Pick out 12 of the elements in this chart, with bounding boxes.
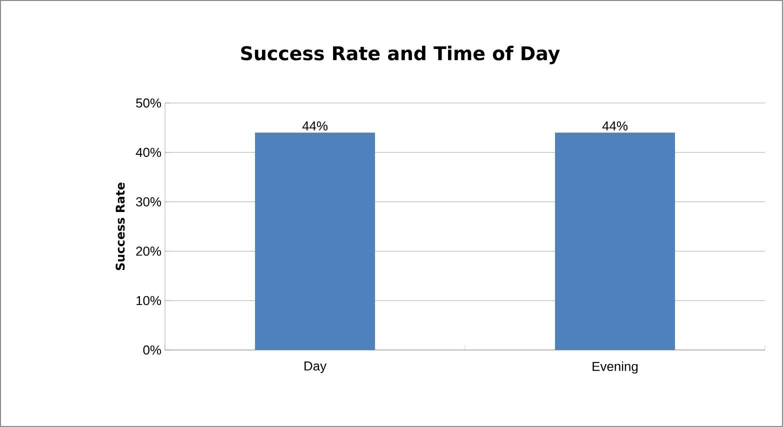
x-tick-label: Evening xyxy=(592,362,638,374)
y-axis-title: Success Rate xyxy=(116,182,125,270)
x-tick-label: Day xyxy=(304,362,326,374)
data-label: 44% xyxy=(602,121,628,130)
data-label: 44% xyxy=(302,121,328,130)
y-tick-label: 50% xyxy=(136,98,162,108)
y-tick-label: 0% xyxy=(143,345,162,355)
chart-title: Success Rate and Time of Day xyxy=(241,46,560,64)
y-tick-label: 30% xyxy=(136,197,162,206)
y-tick-label: 40% xyxy=(136,148,162,157)
y-tick-label: 10% xyxy=(136,296,162,306)
y-tick-label: 20% xyxy=(136,246,162,256)
